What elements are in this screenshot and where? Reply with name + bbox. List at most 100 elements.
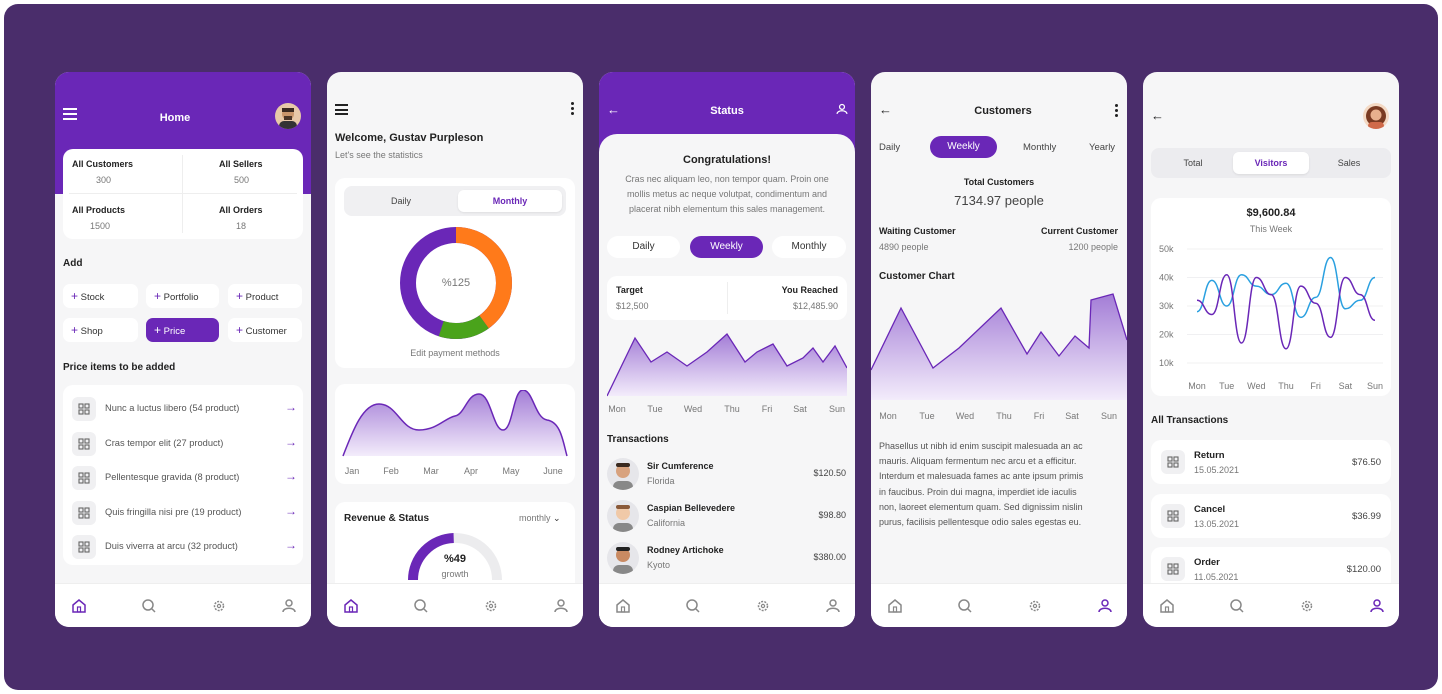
home-icon[interactable] — [341, 596, 361, 616]
tab-weekly[interactable]: Weekly — [690, 236, 763, 258]
tab-visitors[interactable]: Visitors — [1233, 152, 1309, 174]
y-tick-label: 50k — [1159, 244, 1174, 254]
menu-icon[interactable] — [63, 108, 77, 120]
menu-icon[interactable] — [335, 104, 348, 115]
month-tick-label: June — [543, 466, 563, 476]
gear-icon[interactable] — [1297, 596, 1317, 616]
transaction-row[interactable]: Rodney Artichoke Kyoto $380.00 — [607, 540, 847, 576]
target-value: $12,500 — [616, 301, 649, 311]
person-avatar-icon — [613, 547, 633, 574]
transaction-row[interactable]: Caspian Bellevedere California $98.80 — [607, 498, 847, 534]
search-icon[interactable] — [1227, 596, 1247, 616]
tab-daily[interactable]: Daily — [879, 142, 901, 153]
list-item[interactable]: Nunc a luctus libero (54 product) → — [63, 394, 303, 424]
search-icon[interactable] — [411, 596, 431, 616]
section-title: Add — [63, 258, 83, 269]
list-item[interactable]: Duis viverra at arcu (32 product) → — [63, 532, 303, 562]
user-icon[interactable] — [1367, 596, 1387, 616]
list-item[interactable]: Pellentesque gravida (8 product) → — [63, 463, 303, 493]
series-line-0 — [1196, 256, 1376, 319]
transaction-amount: $120.50 — [813, 468, 846, 478]
avatar[interactable] — [1363, 103, 1389, 129]
search-icon[interactable] — [955, 596, 975, 616]
arrow-right-icon[interactable]: → — [285, 469, 297, 484]
home-icon[interactable] — [613, 596, 633, 616]
gear-icon[interactable] — [481, 596, 501, 616]
avatar[interactable] — [275, 103, 301, 129]
toggle-daily[interactable]: Daily — [390, 196, 411, 206]
revenue-period-select[interactable]: monthly ⌄ — [519, 513, 561, 523]
grid-icon — [1161, 450, 1185, 474]
x-tick-label: Wed — [1247, 381, 1265, 391]
home-icon[interactable] — [885, 596, 905, 616]
donut-segment-green — [400, 227, 512, 339]
grid-icon — [72, 535, 96, 560]
more-icon[interactable] — [571, 102, 574, 115]
page-title: Customers — [974, 105, 1032, 117]
target-card — [607, 276, 847, 320]
user-icon[interactable] — [835, 102, 849, 116]
arrow-right-icon[interactable]: → — [285, 503, 297, 518]
user-icon[interactable] — [551, 596, 571, 616]
gear-icon[interactable] — [1025, 596, 1045, 616]
tab-monthly[interactable]: Monthly — [772, 236, 846, 258]
transaction-amount: $380.00 — [813, 552, 846, 562]
list-item-label: Pellentesque gravida (8 product) — [105, 472, 240, 483]
list-item[interactable]: Quis fringilla nisi pre (19 product) → — [63, 498, 303, 528]
area-fill — [871, 294, 1127, 400]
toggle-monthly[interactable]: Monthly — [458, 190, 562, 212]
arrow-right-icon[interactable]: → — [285, 538, 297, 553]
search-icon[interactable] — [139, 596, 159, 616]
back-arrow-icon[interactable]: ← — [607, 102, 620, 117]
search-icon[interactable] — [683, 596, 703, 616]
transaction-date: 15.05.2021 — [1194, 465, 1240, 475]
transaction-row[interactable]: Cancel 13.05.2021 $36.99 — [1151, 493, 1391, 538]
day-tick-label: Wed — [683, 404, 703, 414]
current-value: 1200 people — [1068, 242, 1118, 252]
user-icon[interactable] — [1095, 596, 1115, 616]
add-price-button[interactable]: + Price — [146, 318, 219, 342]
congrats-text: Cras nec aliquam leo, non tempor quam. P… — [625, 174, 829, 184]
tab-yearly[interactable]: Yearly — [1089, 142, 1116, 153]
day-tick-label: Tue — [919, 411, 935, 421]
tab-total[interactable]: Total — [1183, 158, 1203, 168]
bottom-nav — [599, 583, 855, 627]
total-customers-label: Total Customers — [963, 177, 1035, 187]
tab-monthly[interactable]: Monthly — [1023, 142, 1057, 153]
plus-icon: + — [71, 323, 79, 337]
back-arrow-icon[interactable]: ← — [879, 102, 892, 117]
transaction-row[interactable]: Sir Cumference Florida $120.50 — [607, 456, 847, 492]
add-product-button[interactable]: + Product — [228, 284, 302, 308]
user-icon[interactable] — [823, 596, 843, 616]
tab-daily[interactable]: Daily — [607, 236, 680, 258]
x-tick-label: Fri — [1310, 381, 1321, 391]
transaction-row[interactable]: Return 15.05.2021 $76.50 — [1151, 440, 1391, 484]
month-tick-label: Feb — [383, 466, 399, 476]
add-stock-button[interactable]: + Stock — [63, 284, 138, 308]
series-line-1 — [1196, 273, 1376, 350]
arrow-right-icon[interactable]: → — [285, 400, 297, 414]
user-icon[interactable] — [279, 596, 299, 616]
list-item[interactable]: Cras tempor elit (27 product) → — [63, 429, 303, 459]
month-tick-label: Apr — [463, 466, 478, 476]
gear-icon[interactable] — [209, 596, 229, 616]
tab-weekly[interactable]: Weekly — [930, 136, 997, 158]
more-icon[interactable] — [1115, 104, 1118, 117]
edit-payment-link[interactable]: Edit payment methods — [410, 348, 500, 358]
revenue-title: Revenue & Status — [344, 513, 430, 524]
home-icon[interactable] — [69, 596, 89, 616]
arrow-right-icon[interactable]: → — [285, 434, 297, 449]
description-text: purus, facilisis pellentesque odio sales… — [879, 517, 1082, 527]
add-shop-button[interactable]: + Shop — [63, 318, 138, 342]
add-portfolio-button[interactable]: + Portfolio — [146, 284, 219, 308]
transaction-name: Caspian Bellevedere — [647, 503, 736, 513]
back-arrow-icon[interactable]: ← — [1151, 108, 1164, 123]
stats-card: All Customers 300 All Sellers 500 All Pr… — [63, 149, 303, 239]
person-avatar-icon — [613, 463, 633, 490]
gear-icon[interactable] — [753, 596, 773, 616]
add-customer-button[interactable]: + Customer — [228, 318, 302, 342]
grid-icon — [1161, 503, 1185, 528]
home-icon[interactable] — [1157, 596, 1177, 616]
tab-sales[interactable]: Sales — [1337, 158, 1361, 168]
day-tick-label: Mon — [879, 411, 897, 421]
